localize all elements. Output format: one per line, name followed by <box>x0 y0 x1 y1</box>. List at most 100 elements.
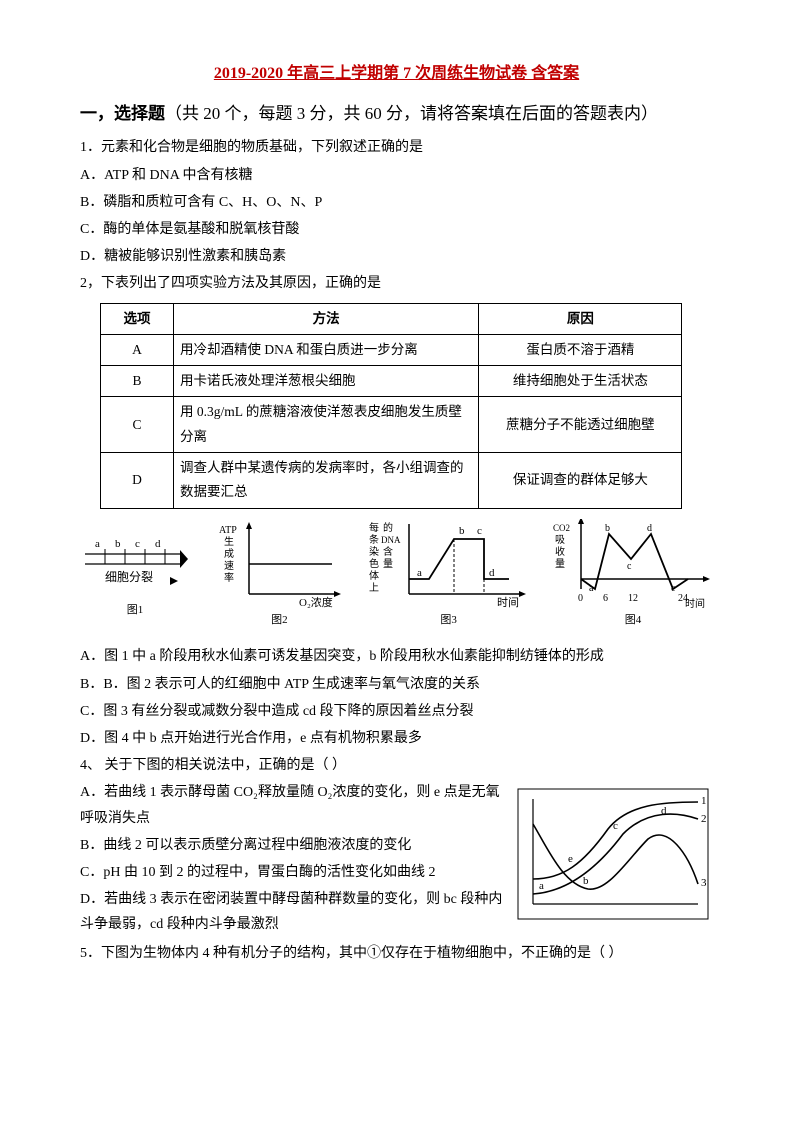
q1-stem: 1．元素和化合物是细胞的物质基础，下列叙述正确的是 <box>80 135 713 160</box>
svg-text:的: 的 <box>383 521 393 534</box>
fig4-caption: 图4 <box>625 611 642 631</box>
q3-optD: D．图 4 中 b 点开始进行光合作用，e 点有机物积累最多 <box>80 726 713 751</box>
q4-svg: a b c d e 1 2 3 <box>513 784 713 924</box>
svg-text:量: 量 <box>555 558 565 570</box>
fig1-xlabel: 细胞分裂 <box>105 570 153 584</box>
q3-optA: A．图 1 中 a 阶段用秋水仙素可诱发基因突变，b 阶段用秋水仙素能抑制纺锤体… <box>80 644 713 669</box>
cell-opt: D <box>101 453 174 509</box>
th-method: 方法 <box>174 303 479 334</box>
svg-text:速: 速 <box>224 560 234 572</box>
table-row: C 用 0.3g/mL 的蔗糖溶液使洋葱表皮细胞发生质壁分离 蔗糖分子不能透过细… <box>101 397 682 453</box>
svg-text:2: 2 <box>701 813 707 825</box>
svg-text:条: 条 <box>369 533 379 546</box>
svg-text:收: 收 <box>555 545 565 558</box>
svg-text:CO2: CO2 <box>553 523 570 533</box>
q4-stem: 4、 关于下图的相关说法中，正确的是（ ） <box>80 753 713 778</box>
fig2-caption: 图2 <box>271 611 288 631</box>
fig1-c: c <box>135 538 140 550</box>
q1-optA: A．ATP 和 DNA 中含有核糖 <box>80 163 713 188</box>
cell-opt: B <box>101 366 174 397</box>
svg-text:b: b <box>459 525 465 537</box>
svg-text:成: 成 <box>224 548 234 560</box>
exam-title: 2019-2020 年高三上学期第 7 次周练生物试卷 含答案 <box>80 60 713 89</box>
figures-row: a b c d 细胞分裂 图1 ATP 生 成 速 率 O₂浓度 图2 每 <box>80 519 713 631</box>
section-1-desc: （共 20 个，每题 3 分，共 60 分，请将答案填在后面的答题表内） <box>165 104 658 123</box>
svg-text:a: a <box>589 583 594 594</box>
svg-text:b: b <box>605 523 610 534</box>
q5-stem: 5．下图为生物体内 4 种有机分子的结构，其中①仅存在于植物细胞中，不正确的是（… <box>80 941 713 966</box>
cell-method: 用卡诺氏液处理洋葱根尖细胞 <box>174 366 479 397</box>
fig2-svg: ATP 生 成 速 率 O₂浓度 <box>214 519 344 609</box>
svg-text:1: 1 <box>701 795 707 807</box>
svg-text:c: c <box>627 561 632 572</box>
section-1-label: 一，选择题 <box>80 104 165 123</box>
svg-text:a: a <box>539 880 544 892</box>
svg-text:染: 染 <box>369 545 379 558</box>
svg-text:ATP: ATP <box>219 525 237 536</box>
svg-text:b: b <box>583 875 589 887</box>
q4-block: 4、 关于下图的相关说法中，正确的是（ ） a b c d e 1 2 3 A．… <box>80 753 713 939</box>
figure-2: ATP 生 成 速 率 O₂浓度 图2 <box>214 519 344 631</box>
section-1-header: 一，选择题（共 20 个，每题 3 分，共 60 分，请将答案填在后面的答题表内… <box>80 99 713 130</box>
q1-optD: D．糖被能够识别性激素和胰岛素 <box>80 244 713 269</box>
svg-text:上: 上 <box>369 582 379 594</box>
svg-text:每: 每 <box>369 521 379 534</box>
cell-reason: 蛋白质不溶于酒精 <box>479 334 682 365</box>
table-row: D 调查人群中某遗传病的发病率时，各小组调查的数据要汇总 保证调查的群体足够大 <box>101 453 682 509</box>
svg-text:生: 生 <box>224 535 234 548</box>
svg-text:率: 率 <box>224 571 234 584</box>
q4-figure: a b c d e 1 2 3 <box>513 784 713 933</box>
th-option: 选项 <box>101 303 174 334</box>
svg-text:DNA: DNA <box>381 535 401 545</box>
cell-opt: C <box>101 397 174 453</box>
cell-reason: 维持细胞处于生活状态 <box>479 366 682 397</box>
fig4-svg: CO2 吸 收 量 a b c d e 0 6 12 24 时间 <box>553 519 713 609</box>
fig1-caption: 图1 <box>127 601 144 621</box>
table-header-row: 选项 方法 原因 <box>101 303 682 334</box>
q1-optB: B．磷脂和质粒可含有 C、H、O、N、P <box>80 190 713 215</box>
svg-text:e: e <box>671 583 676 594</box>
svg-text:d: d <box>647 523 652 534</box>
cell-method: 用 0.3g/mL 的蔗糖溶液使洋葱表皮细胞发生质壁分离 <box>174 397 479 453</box>
svg-text:e: e <box>568 853 573 865</box>
q3-optB: B．B．图 2 表示可人的红细胞中 ATP 生成速率与氧气浓度的关系 <box>80 672 713 697</box>
svg-text:含: 含 <box>383 545 393 558</box>
figure-1: a b c d 细胞分裂 图1 <box>80 519 190 631</box>
cell-opt: A <box>101 334 174 365</box>
fig3-svg: 每 条 染 色 体 上 的 DNA 含 量 a b c d 时间 <box>369 519 529 609</box>
svg-text:a: a <box>417 567 422 579</box>
svg-text:c: c <box>477 525 482 537</box>
table-row: B 用卡诺氏液处理洋葱根尖细胞 维持细胞处于生活状态 <box>101 366 682 397</box>
svg-text:时间: 时间 <box>497 596 519 609</box>
svg-text:时间: 时间 <box>685 597 705 609</box>
cell-reason: 蔗糖分子不能透过细胞壁 <box>479 397 682 453</box>
cell-method: 用冷却酒精使 DNA 和蛋白质进一步分离 <box>174 334 479 365</box>
svg-text:d: d <box>489 567 495 579</box>
fig3-caption: 图3 <box>440 611 457 631</box>
svg-text:12: 12 <box>628 593 638 604</box>
fig1-d: d <box>155 538 161 550</box>
q3-optC: C．图 3 有丝分裂或减数分裂中造成 cd 段下降的原因着丝点分裂 <box>80 699 713 724</box>
svg-text:体: 体 <box>369 570 379 582</box>
svg-text:吸: 吸 <box>555 535 565 546</box>
svg-text:6: 6 <box>603 593 608 604</box>
table-row: A 用冷却酒精使 DNA 和蛋白质进一步分离 蛋白质不溶于酒精 <box>101 334 682 365</box>
q2-table: 选项 方法 原因 A 用冷却酒精使 DNA 和蛋白质进一步分离 蛋白质不溶于酒精… <box>100 303 682 509</box>
th-reason: 原因 <box>479 303 682 334</box>
svg-text:3: 3 <box>701 877 707 889</box>
figure-3: 每 条 染 色 体 上 的 DNA 含 量 a b c d 时间 图3 <box>369 519 529 631</box>
svg-text:c: c <box>613 820 618 832</box>
q1-optC: C．酶的单体是氨基酸和脱氧核苷酸 <box>80 217 713 242</box>
fig1-a: a <box>95 538 100 550</box>
svg-text:0: 0 <box>578 593 583 604</box>
cell-method: 调查人群中某遗传病的发病率时，各小组调查的数据要汇总 <box>174 453 479 509</box>
svg-text:色: 色 <box>369 557 379 570</box>
fig1-b: b <box>115 538 121 550</box>
svg-text:量: 量 <box>383 558 393 570</box>
q2-stem: 2，下表列出了四项实验方法及其原因，正确的是 <box>80 271 713 296</box>
svg-text:d: d <box>661 805 667 817</box>
fig1-svg: a b c d 细胞分裂 <box>80 519 190 599</box>
svg-text:O₂浓度: O₂浓度 <box>299 595 333 609</box>
figure-4: CO2 吸 收 量 a b c d e 0 6 12 24 时间 图4 <box>553 519 713 631</box>
cell-reason: 保证调查的群体足够大 <box>479 453 682 509</box>
